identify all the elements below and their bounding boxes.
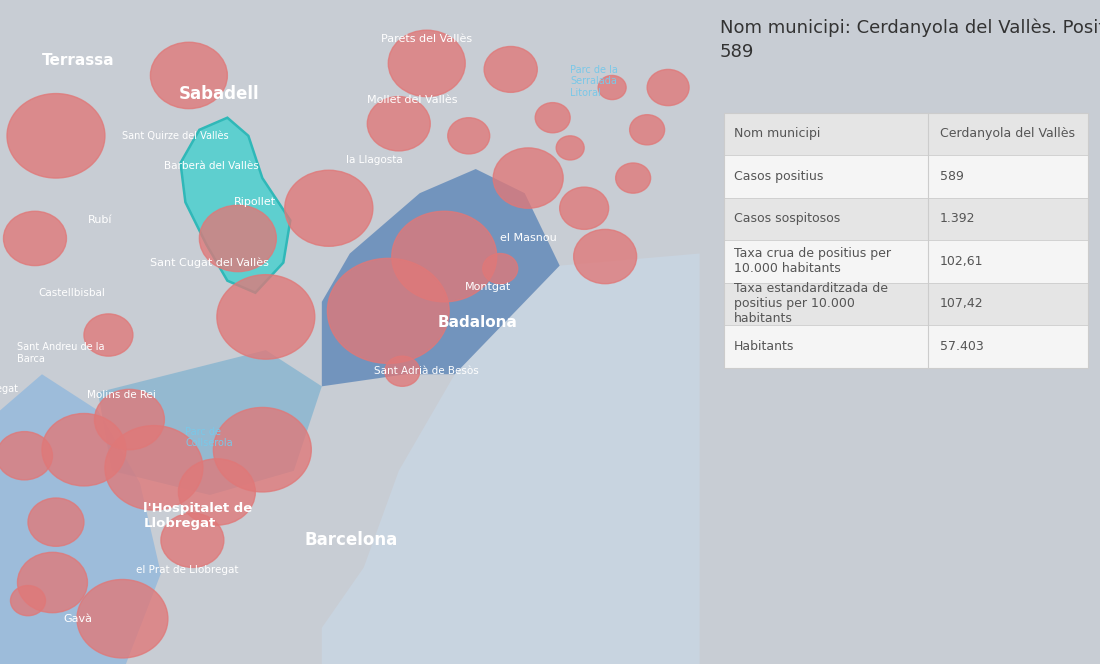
Text: Cerdanyola del Vallès: Cerdanyola del Vallès — [939, 127, 1075, 140]
Circle shape — [536, 103, 570, 133]
Text: 102,61: 102,61 — [939, 255, 983, 268]
Circle shape — [448, 118, 490, 154]
Text: Taxa crua de positius per
10.000 habitants: Taxa crua de positius per 10.000 habitan… — [734, 248, 891, 276]
Text: Casos sospitosos: Casos sospitosos — [734, 212, 840, 225]
Text: Castellbisbal: Castellbisbal — [39, 288, 106, 297]
Text: Gavà: Gavà — [63, 614, 92, 623]
Circle shape — [104, 426, 202, 510]
Text: el Masnou: el Masnou — [500, 234, 557, 244]
Circle shape — [28, 498, 84, 546]
Circle shape — [199, 205, 276, 272]
Text: 57.403: 57.403 — [939, 340, 983, 353]
Circle shape — [385, 356, 420, 386]
Text: 1.392: 1.392 — [939, 212, 976, 225]
Text: Barberà del Vallès: Barberà del Vallès — [164, 161, 260, 171]
Text: Taxa estandarditzada de
positius per 10.000
habitants: Taxa estandarditzada de positius per 10.… — [734, 282, 888, 325]
Polygon shape — [180, 118, 290, 293]
Text: Barcelona: Barcelona — [305, 531, 397, 549]
Circle shape — [151, 42, 228, 109]
Text: Molins de Rei: Molins de Rei — [88, 390, 156, 400]
Text: Montgat: Montgat — [465, 282, 512, 291]
Circle shape — [598, 76, 626, 100]
Circle shape — [388, 30, 465, 96]
Text: el Prat de Llobregat: el Prat de Llobregat — [136, 566, 239, 576]
Text: Sant Andreu de la
Barca: Sant Andreu de la Barca — [18, 343, 104, 364]
Circle shape — [161, 513, 224, 568]
Circle shape — [493, 148, 563, 208]
Circle shape — [42, 414, 125, 486]
Polygon shape — [98, 350, 322, 495]
Circle shape — [483, 254, 518, 284]
Polygon shape — [0, 374, 161, 664]
FancyBboxPatch shape — [724, 325, 1088, 368]
Text: Casos positius: Casos positius — [734, 170, 823, 183]
Text: Sant Quirze del Vallès: Sant Quirze del Vallès — [122, 131, 229, 141]
Circle shape — [484, 46, 537, 92]
Text: Rubí: Rubí — [88, 215, 112, 225]
Text: la Llagosta: la Llagosta — [346, 155, 403, 165]
Text: l'Hospitalet de
Llobregat: l'Hospitalet de Llobregat — [143, 502, 253, 530]
Text: 589: 589 — [939, 170, 964, 183]
Text: Terrassa: Terrassa — [42, 53, 114, 68]
Text: bregat: bregat — [0, 384, 18, 394]
Circle shape — [0, 432, 53, 480]
Text: Nom municipi: Cerdanyola del Vallès. Positius:
589: Nom municipi: Cerdanyola del Vallès. Pos… — [719, 19, 1100, 61]
Text: Nom municipi: Nom municipi — [734, 127, 820, 140]
Text: Parets del Vallès: Parets del Vallès — [382, 35, 472, 44]
Circle shape — [574, 229, 637, 284]
Circle shape — [285, 170, 373, 246]
Circle shape — [328, 258, 449, 363]
Circle shape — [95, 389, 164, 450]
Circle shape — [11, 586, 45, 616]
Circle shape — [178, 459, 255, 525]
Text: Sant Cugat del Vallès: Sant Cugat del Vallès — [151, 258, 270, 268]
Circle shape — [217, 275, 315, 359]
Circle shape — [557, 136, 584, 160]
Polygon shape — [322, 254, 700, 664]
Circle shape — [367, 96, 430, 151]
FancyBboxPatch shape — [724, 283, 1088, 325]
FancyBboxPatch shape — [724, 240, 1088, 283]
Text: Sant Adrià de Besòs: Sant Adrià de Besòs — [374, 367, 478, 376]
Circle shape — [84, 314, 133, 356]
FancyBboxPatch shape — [724, 198, 1088, 240]
Text: Parc de la
Serralada
Litoral: Parc de la Serralada Litoral — [570, 65, 618, 98]
FancyBboxPatch shape — [724, 155, 1088, 198]
Text: Badalona: Badalona — [438, 315, 517, 331]
FancyBboxPatch shape — [724, 112, 1088, 155]
Circle shape — [3, 211, 66, 266]
Text: Ripollet: Ripollet — [234, 197, 276, 207]
Text: 107,42: 107,42 — [939, 297, 983, 310]
Polygon shape — [322, 169, 560, 386]
Text: Parc de
Collserola: Parc de Collserola — [186, 427, 233, 448]
Circle shape — [77, 580, 168, 658]
Text: Sabadell: Sabadell — [178, 84, 258, 102]
Circle shape — [213, 408, 311, 492]
Circle shape — [18, 552, 88, 613]
Circle shape — [616, 163, 650, 193]
Circle shape — [392, 211, 497, 302]
Circle shape — [7, 94, 104, 178]
Text: Habitants: Habitants — [734, 340, 794, 353]
Circle shape — [629, 115, 664, 145]
Circle shape — [560, 187, 608, 229]
Text: Mollet del Vallès: Mollet del Vallès — [367, 94, 458, 105]
Circle shape — [647, 70, 689, 106]
